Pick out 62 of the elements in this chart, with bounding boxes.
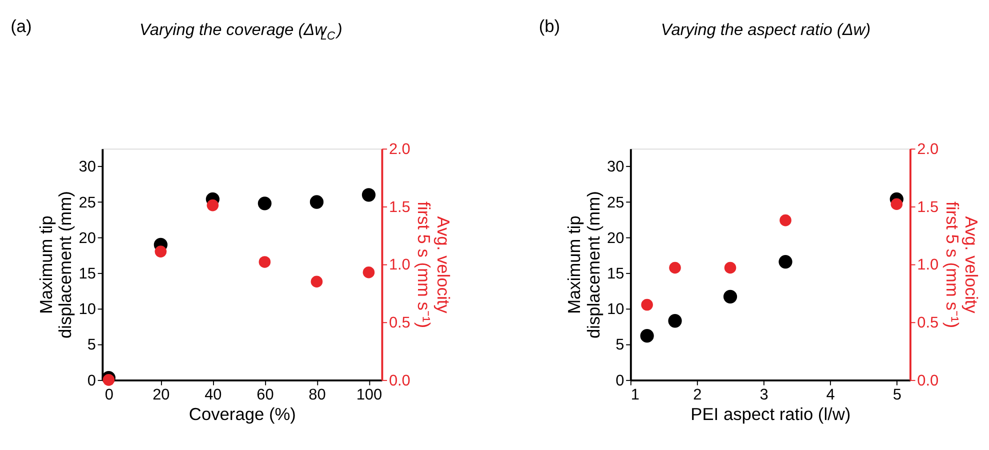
point xyxy=(669,262,681,274)
y-tick-label: 0 xyxy=(616,372,624,390)
point xyxy=(362,188,376,202)
y-tick-label: 0 xyxy=(87,372,96,390)
point xyxy=(102,374,115,386)
point xyxy=(640,329,654,343)
y-axis-title: Maximum tip displacement (mm) xyxy=(564,191,604,339)
y-tick-label: 25 xyxy=(78,194,96,212)
point xyxy=(890,198,903,210)
point xyxy=(778,254,792,269)
y2-tick-label: 1.0 xyxy=(388,256,410,274)
y2-tick-label: 1.0 xyxy=(917,256,939,274)
point xyxy=(154,246,167,258)
text: (b) xyxy=(538,16,560,36)
point xyxy=(206,199,219,212)
y2-tick-label: 0.5 xyxy=(917,314,939,332)
y-tick-label: 15 xyxy=(607,265,624,282)
y2-tick-label: 2.0 xyxy=(917,140,939,158)
y-tick-label: 30 xyxy=(78,158,96,176)
y2-tick-label: 0.5 xyxy=(388,314,410,332)
x-tick-label: 20 xyxy=(152,386,170,404)
point xyxy=(724,262,736,274)
x-tick-label: 5 xyxy=(892,386,902,404)
point xyxy=(258,196,272,210)
y-tick-label: 15 xyxy=(78,265,96,282)
y2-axis-title: Avg. velocity first 5 s (mm s⁻¹) xyxy=(942,202,982,328)
point xyxy=(723,290,738,304)
y2-tick-label: 1.5 xyxy=(388,198,410,216)
point xyxy=(362,266,375,278)
y2-tick-label: 0.0 xyxy=(917,372,939,390)
x-tick-label: 80 xyxy=(308,386,326,404)
y-tick-label: 25 xyxy=(607,194,624,212)
point xyxy=(668,314,682,328)
point xyxy=(310,276,323,288)
point xyxy=(780,214,792,226)
chart-title: Varying the aspect ratio (Δw) xyxy=(660,20,871,39)
point xyxy=(258,256,271,268)
x-axis-title: Coverage (%) xyxy=(188,404,296,424)
x-axis-title: PEI aspect ratio (l/w) xyxy=(690,404,851,424)
y2-tick-label: 1.5 xyxy=(917,198,939,216)
y-tick-label: 10 xyxy=(78,301,96,318)
x-tick-label: 3 xyxy=(760,386,768,404)
x-tick-label: 0 xyxy=(104,386,114,404)
x-tick-label: 40 xyxy=(204,386,222,404)
y-tick-label: 5 xyxy=(616,336,624,354)
y-tick-label: 30 xyxy=(607,158,624,176)
y-tick-label: 20 xyxy=(78,230,96,247)
x-tick-label: 100 xyxy=(356,386,382,404)
point xyxy=(310,195,324,209)
y-tick-label: 5 xyxy=(87,336,96,354)
x-tick-label: 4 xyxy=(826,386,836,404)
x-tick-label: 1 xyxy=(630,386,640,404)
x-tick-label: 2 xyxy=(693,386,702,404)
x-tick-label: 60 xyxy=(256,386,274,404)
y2-tick-label: 0.0 xyxy=(388,372,410,390)
y2-axis-title: Avg. velocity first 5 s (mm s⁻¹) xyxy=(414,202,454,328)
y2-tick-label: 2.0 xyxy=(388,140,410,158)
y-tick-label: 20 xyxy=(607,230,624,247)
point xyxy=(641,298,653,311)
y-axis-title: Maximum tip displacement (mm) xyxy=(36,191,76,339)
y-tick-label: 10 xyxy=(607,301,624,318)
text: (a) xyxy=(10,16,32,36)
